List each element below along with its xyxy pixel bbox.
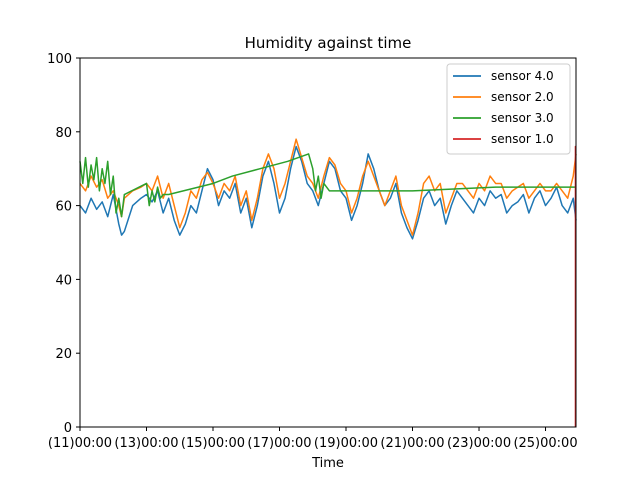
x-axis-label: Time — [311, 456, 344, 471]
y-tick-label: 20 — [55, 347, 72, 362]
plot-border — [79, 57, 577, 428]
y-tick-label: 100 — [47, 52, 72, 67]
series-line-sensor-4-0 — [79, 145, 577, 240]
y-tick-label: 40 — [55, 273, 72, 288]
y-tick-label: 80 — [55, 126, 72, 141]
y-tick-label: 60 — [55, 200, 72, 215]
series-line-sensor-2-0 — [79, 138, 577, 236]
x-tick-label: (11)00:00 — [48, 436, 112, 451]
x-tick-label: (17)00:00 — [247, 436, 311, 451]
x-tick-label: (19)00:00 — [314, 436, 378, 451]
y-axis: 0 20 40 60 80 100 — [47, 52, 80, 436]
x-tick-label: (21)00:00 — [380, 436, 444, 451]
x-tick-label: (23)00:00 — [447, 436, 511, 451]
x-tick-label: (13)00:00 — [114, 436, 178, 451]
x-tick-label: (25)00:00 — [513, 436, 577, 451]
series-line-sensor-3-0 — [79, 153, 576, 218]
legend-box — [446, 63, 571, 155]
y-tick-label: 0 — [64, 421, 72, 436]
legend-label: sensor 4.0 — [491, 69, 554, 83]
x-axis: (11)00:00 (13)00:00 (15)00:00 (17)00:00 (19)… — [48, 427, 578, 451]
legend: sensor 4.0 sensor 2.0 sensor 3.0 sensor 1.0 — [446, 63, 571, 155]
legend-label: sensor 3.0 — [491, 111, 554, 125]
x-tick-label: (15)00:00 — [181, 436, 245, 451]
chart-title: Humidity against time — [245, 34, 412, 52]
legend-label: sensor 1.0 — [491, 132, 554, 146]
legend-label: sensor 2.0 — [491, 90, 554, 104]
